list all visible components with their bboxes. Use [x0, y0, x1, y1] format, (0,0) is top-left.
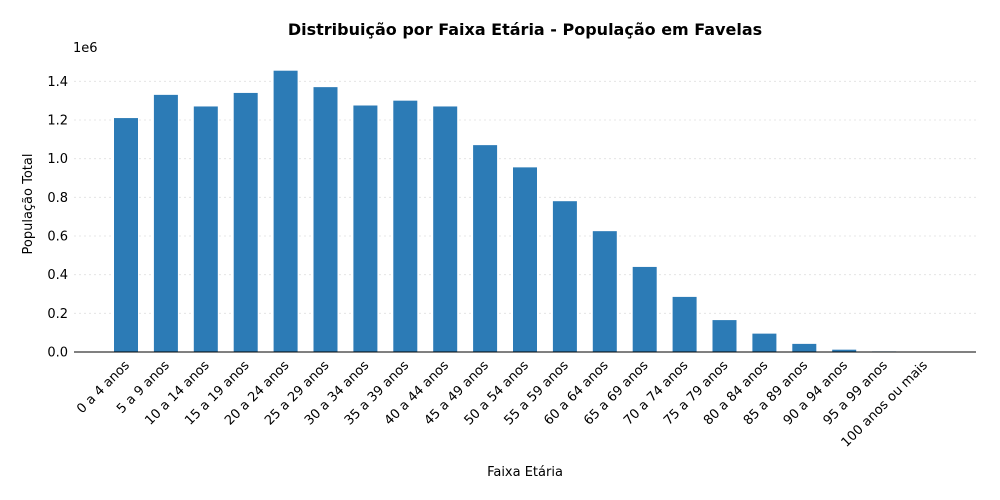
- bar: [153, 94, 178, 352]
- bar: [752, 333, 777, 352]
- y-tick-label: 0.2: [47, 307, 68, 322]
- bars: [114, 70, 936, 353]
- y-tick-label: 1.4: [47, 75, 68, 90]
- bar: [193, 106, 218, 352]
- chart-title: Distribuição por Faixa Etária - Populaçã…: [288, 20, 762, 39]
- bar: [433, 106, 458, 352]
- bar: [672, 296, 697, 352]
- y-tick-label: 0.8: [47, 191, 68, 206]
- bar: [632, 266, 657, 352]
- bar: [393, 100, 418, 353]
- bar: [792, 343, 817, 352]
- bar: [114, 118, 138, 352]
- y-multiplier-label: 1e6: [73, 41, 98, 56]
- y-tick-label: 0.6: [47, 230, 68, 245]
- y-ticks: 0.0 0.2 0.4 0.6 0.8 1.0 1.2 1.4: [47, 75, 68, 361]
- y-tick-label: 1.0: [47, 152, 68, 167]
- x-axis-label: Faixa Etária: [487, 465, 563, 480]
- y-tick-label: 0.4: [47, 268, 68, 283]
- y-axis-label: População Total: [21, 154, 36, 255]
- bar: [473, 145, 498, 352]
- bar: [513, 167, 537, 352]
- bar: [273, 70, 298, 352]
- bar: [313, 87, 338, 352]
- bar: [552, 201, 577, 352]
- y-tick-label: 0.0: [47, 346, 68, 361]
- bar: [592, 231, 617, 352]
- bar: [233, 92, 258, 352]
- bar: [832, 349, 857, 352]
- y-tick-label: 1.2: [47, 114, 68, 129]
- bar: [353, 105, 378, 352]
- bar: [712, 320, 737, 352]
